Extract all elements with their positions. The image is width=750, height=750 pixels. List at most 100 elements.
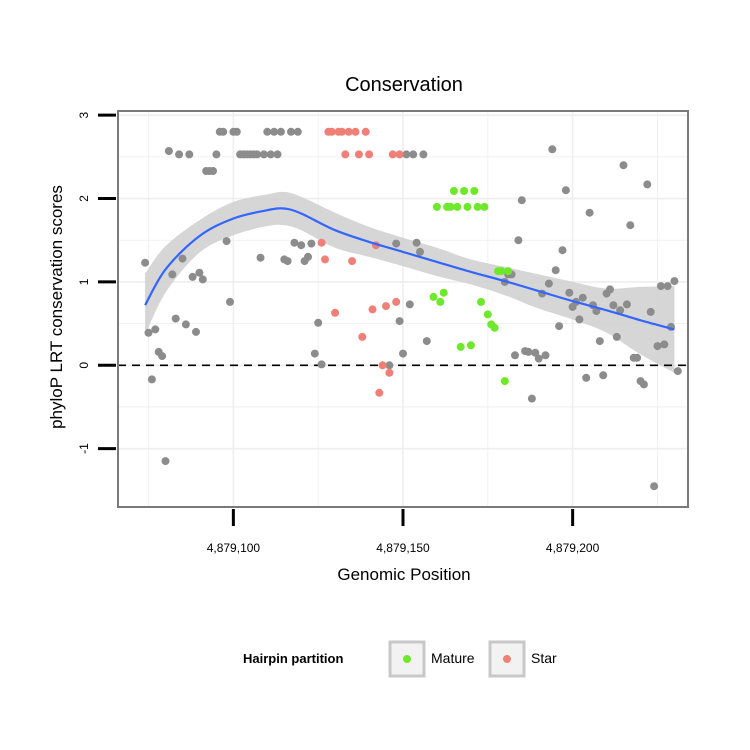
point-star-23 [395, 150, 404, 159]
point-other-62 [419, 150, 428, 159]
point-other-76 [541, 351, 550, 360]
point-mature-15 [480, 202, 489, 211]
point-other-17 [198, 275, 207, 284]
point-mature-21 [500, 377, 509, 386]
y-tick-label-3: 2 [77, 195, 91, 202]
point-star-18 [378, 361, 387, 370]
point-other-106 [643, 180, 652, 189]
point-other-44 [290, 238, 299, 247]
point-other-35 [259, 150, 268, 159]
point-other-51 [314, 318, 323, 327]
point-other-73 [531, 348, 540, 357]
point-other-96 [609, 301, 618, 310]
point-other-33 [253, 150, 262, 159]
point-other-0 [141, 258, 150, 267]
point-other-34 [256, 253, 265, 262]
y-tick-label-1: 0 [77, 362, 91, 369]
point-star-3 [327, 127, 336, 136]
point-other-77 [544, 279, 553, 288]
point-other-98 [616, 306, 625, 315]
point-other-23 [219, 127, 228, 136]
point-other-103 [633, 353, 642, 362]
point-other-61 [416, 247, 424, 256]
x-tick-label-0: 4,879,100 [207, 541, 261, 555]
point-star-15 [368, 305, 377, 314]
y-axis-title: phyloP LRT conservation scores [47, 185, 66, 429]
point-mature-3 [439, 288, 448, 297]
point-star-7 [341, 150, 350, 159]
point-other-11 [178, 254, 187, 263]
point-mature-2 [436, 297, 445, 306]
legend-dot-mature [403, 655, 411, 663]
point-star-14 [365, 150, 374, 159]
point-other-10 [175, 150, 184, 159]
point-star-10 [351, 127, 360, 136]
point-other-81 [558, 246, 567, 255]
data-points [141, 127, 682, 491]
point-star-4 [331, 308, 340, 317]
point-star-13 [361, 127, 370, 136]
point-other-42 [283, 257, 292, 266]
y-tick-label-0: -1 [77, 443, 91, 454]
point-other-63 [422, 337, 431, 346]
x-tick-label-2: 4,879,200 [546, 541, 600, 555]
point-other-1 [144, 328, 153, 337]
point-mature-10 [463, 202, 472, 211]
point-other-12 [181, 320, 190, 329]
point-other-6 [161, 457, 170, 466]
point-other-13 [185, 150, 194, 159]
point-star-22 [392, 297, 401, 306]
chart-title: Conservation [345, 74, 463, 96]
point-other-100 [622, 300, 631, 309]
point-other-20 [209, 167, 217, 175]
point-other-21 [212, 150, 221, 159]
point-other-86 [575, 315, 584, 324]
point-other-54 [392, 239, 401, 248]
legend-dot-star [503, 655, 511, 663]
point-star-9 [348, 257, 357, 266]
point-other-45 [293, 127, 302, 136]
legend-label-mature: Mature [431, 650, 475, 666]
point-other-3 [151, 325, 160, 334]
point-other-40 [276, 127, 285, 136]
point-other-74 [534, 354, 543, 363]
point-other-80 [555, 322, 564, 331]
point-other-105 [639, 380, 648, 389]
point-other-56 [399, 349, 407, 358]
point-mature-12 [470, 187, 479, 195]
point-other-92 [595, 337, 604, 346]
point-other-67 [511, 351, 519, 360]
confidence-band [145, 191, 675, 373]
x-tick-label-1: 4,879,150 [376, 541, 430, 555]
point-other-27 [232, 127, 241, 136]
point-star-20 [385, 368, 394, 377]
point-other-71 [524, 347, 533, 356]
point-star-11 [354, 150, 363, 159]
point-other-53 [385, 361, 394, 370]
loess-fit-line [144, 207, 675, 331]
point-mature-1 [432, 202, 441, 211]
point-other-87 [578, 293, 587, 302]
point-other-69 [517, 196, 526, 205]
point-other-5 [158, 352, 167, 361]
point-other-97 [612, 332, 621, 341]
point-mature-13 [473, 202, 482, 211]
point-mature-14 [477, 297, 485, 306]
point-other-49 [307, 239, 316, 248]
point-mature-22 [504, 267, 513, 276]
x-axis-title: Genomic Position [337, 565, 470, 584]
point-mature-5 [446, 202, 455, 211]
point-other-55 [395, 317, 404, 326]
y-tick-label-4: 3 [77, 112, 91, 119]
point-other-99 [619, 161, 628, 170]
point-other-108 [650, 482, 659, 491]
point-other-7 [164, 147, 173, 155]
legend: Hairpin partition Mature Star [243, 640, 557, 678]
y-tick-label-2: 1 [77, 278, 91, 285]
point-other-114 [670, 277, 679, 286]
point-other-72 [527, 394, 536, 403]
legend-title: Hairpin partition [243, 651, 343, 666]
point-other-25 [226, 297, 234, 306]
smooth-line [144, 207, 675, 331]
